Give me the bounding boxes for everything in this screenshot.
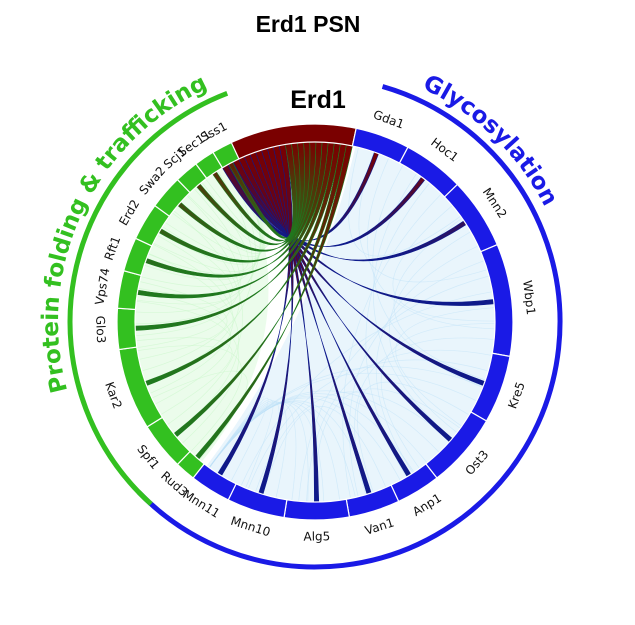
node-segment-sss1 (212, 141, 240, 169)
node-label-sss1: Sss1 (198, 119, 229, 144)
node-label-glo3: Glo3 (93, 315, 108, 343)
node-label-ost3: Ost3 (462, 448, 491, 478)
node-label-van1: Van1 (363, 515, 396, 537)
node-label-gda1: Gda1 (371, 107, 406, 131)
node-label-kar2: Kar2 (102, 380, 125, 411)
node-segment-alg5 (283, 498, 351, 521)
node-label-vps74: Vps74 (92, 267, 112, 306)
glycosylation-group-arc (136, 84, 563, 570)
node-label-mnn2: Mnn2 (480, 185, 510, 220)
protein-folding-group-arc (67, 90, 229, 506)
node-label-mnn10: Mnn10 (229, 514, 272, 540)
node-label-kre5: Kre5 (505, 380, 528, 411)
node-label-swa2: Swa2 (136, 164, 168, 198)
node-label-erd2: Erd2 (116, 197, 142, 228)
node-label-alg5: Alg5 (303, 529, 330, 543)
node-label-spf1: Spf1 (134, 442, 162, 472)
node-label-rft1: Rft1 (102, 234, 124, 262)
node-label-wbp1: Wbp1 (520, 280, 538, 316)
focus-node-label: Erd1 (290, 86, 346, 114)
diagram-title: Erd1 PSN (256, 11, 361, 37)
node-segment-glo3 (116, 307, 138, 351)
node-label-hoc1: Hoc1 (428, 135, 461, 165)
node-ring (116, 123, 514, 521)
node-label-anp1: Anp1 (410, 491, 444, 519)
